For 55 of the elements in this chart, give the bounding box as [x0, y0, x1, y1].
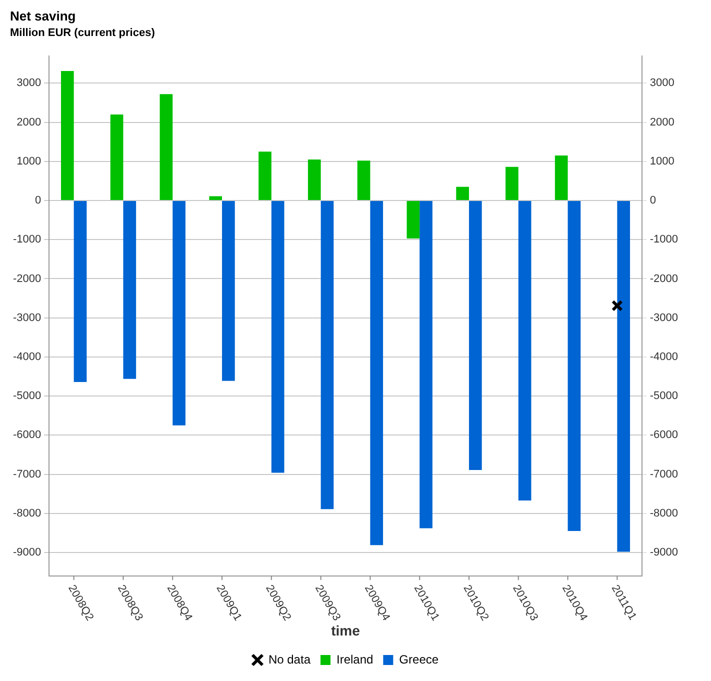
bar: [258, 152, 272, 200]
bar: [172, 201, 186, 426]
bar: [320, 201, 334, 510]
y2-tick-label: 0: [650, 194, 656, 207]
bar: [160, 94, 173, 200]
bar: [617, 201, 630, 552]
bar: [554, 156, 568, 200]
y2-tick-label: -9000: [650, 546, 678, 559]
y2-tick-label: -6000: [650, 429, 678, 442]
bar: [271, 201, 284, 473]
y2-tick-label: 1000: [650, 155, 674, 168]
y-tick-label: -4000: [12, 351, 42, 363]
bar: [506, 166, 518, 200]
y-tick-label: -2000: [12, 272, 42, 285]
y2-tick-label: -1000: [650, 234, 678, 246]
bar: [370, 201, 384, 546]
y-tick-label: -7000: [12, 468, 42, 480]
y-tick-label: -3000: [12, 312, 42, 324]
bar: [110, 114, 124, 200]
y-tick-label: 2000: [16, 116, 42, 128]
bar: [74, 201, 87, 382]
y2-tick-label: -5000: [650, 390, 678, 402]
bar: [123, 201, 136, 379]
y2-tick-label: 2000: [650, 116, 674, 128]
bar: [308, 159, 321, 200]
chart-title: Net saving: [10, 8, 76, 24]
y2-tick-label: -3000: [650, 312, 678, 324]
bar: [209, 196, 222, 200]
bar: [468, 201, 482, 470]
bar: [406, 201, 420, 238]
y-tick-label: 1000: [16, 155, 42, 168]
bar: [222, 201, 235, 381]
y-tick-label: 3000: [16, 77, 42, 90]
bar: [568, 201, 581, 532]
chart-subtitle: Million EUR (current prices): [10, 27, 156, 40]
y2-tick-label: -7000: [650, 468, 678, 480]
y2-tick-label: -2000: [650, 272, 678, 285]
y-tick-label: -6000: [12, 429, 42, 442]
y-tick-label: -5000: [12, 390, 42, 402]
y-tick-label: -8000: [12, 507, 42, 520]
y2-tick-label: 3000: [650, 77, 674, 90]
bar: [60, 71, 74, 200]
y2-tick-label: -4000: [650, 351, 678, 363]
y-tick-label: -1000: [12, 234, 42, 246]
bar: [357, 160, 370, 200]
x-axis-title: time: [331, 622, 360, 638]
bar: [518, 201, 532, 501]
legend-label: Greece: [399, 652, 439, 666]
y2-tick-label: -8000: [650, 507, 678, 520]
legend-label: Ireland: [336, 652, 374, 666]
legend-label: No data: [268, 652, 311, 666]
y-tick-label: -9000: [12, 546, 42, 559]
y-tick-label: 0: [35, 194, 42, 207]
bar: [420, 201, 432, 528]
bar: [456, 186, 469, 200]
